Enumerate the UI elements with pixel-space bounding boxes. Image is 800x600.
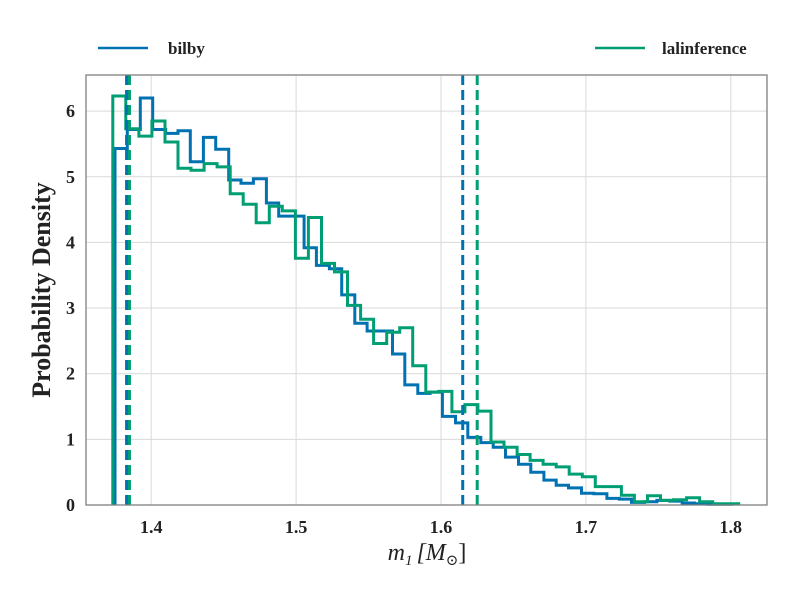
y-tick-label: 5 xyxy=(66,167,75,187)
y-tick-label: 4 xyxy=(66,232,75,252)
plot-frame xyxy=(85,74,768,506)
x-axis-label-close: ] xyxy=(458,540,466,566)
y-tick-label: 0 xyxy=(66,495,75,515)
y-tick-label: 2 xyxy=(66,364,75,384)
x-tick-label: 1.7 xyxy=(575,517,598,537)
histogram-series xyxy=(111,94,741,506)
x-axis-label: m1 [M⊙] xyxy=(388,540,467,569)
x-tick-label: 1.4 xyxy=(140,517,163,537)
legend-label-lalinference: lalinference xyxy=(662,39,747,58)
chart-legend: bilby lalinference xyxy=(98,39,747,58)
credible-interval-lines xyxy=(125,75,479,505)
x-tick-label: 1.5 xyxy=(285,517,308,537)
grid-lines xyxy=(86,75,767,505)
histogram-bilby xyxy=(113,96,735,506)
x-axis-label-symbol: m xyxy=(388,540,405,566)
x-axis-label-subscript: 1 xyxy=(405,553,413,569)
legend-label-bilby: bilby xyxy=(168,39,205,58)
x-axis-label-unit-subscript: ⊙ xyxy=(446,553,459,569)
x-axis-ticks: 1.4 1.5 1.6 1.7 1.8 xyxy=(140,517,742,537)
y-axis-ticks: 0 1 2 3 4 5 6 xyxy=(66,101,75,515)
x-tick-label: 1.8 xyxy=(720,517,743,537)
y-tick-label: 1 xyxy=(66,429,75,449)
x-axis-label-unit: [M xyxy=(416,540,447,566)
y-axis-label: Probability Density xyxy=(27,182,56,397)
histogram-lalinference xyxy=(111,94,741,506)
x-tick-label: 1.6 xyxy=(430,517,453,537)
y-tick-label: 3 xyxy=(66,298,75,318)
y-tick-label: 6 xyxy=(66,101,75,121)
